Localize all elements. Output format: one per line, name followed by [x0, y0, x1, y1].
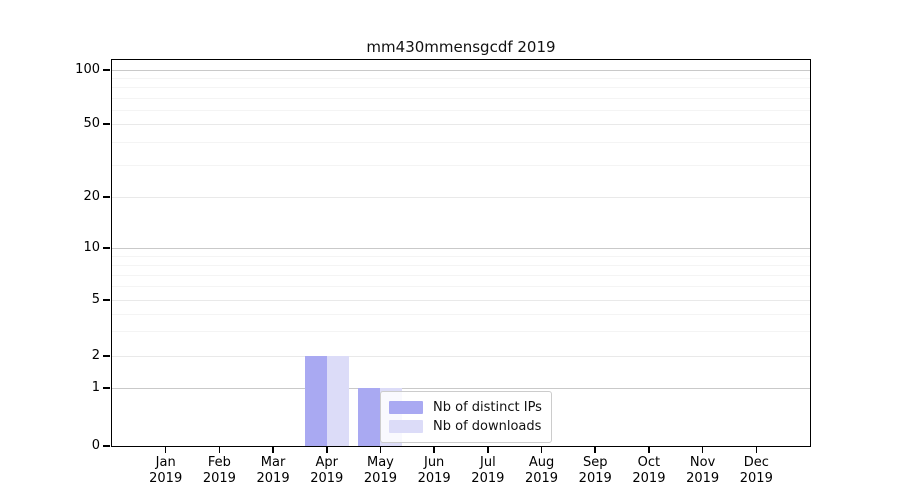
x-tick-label: Jun 2019 [406, 455, 462, 487]
y-tick-label: 1 [91, 380, 100, 396]
y-tick-label: 0 [91, 438, 100, 453]
gridline-minor [112, 164, 810, 166]
y-tick-label: 100 [75, 62, 100, 78]
gridline-major [112, 300, 810, 302]
bar-downloads [326, 356, 349, 446]
plot-area: Nb of distinct IPs Nb of downloads 0 1 2 5 10… [75, 59, 811, 486]
y-tick-mark [103, 196, 110, 198]
x-tick-label: Nov 2019 [675, 455, 731, 487]
gridline-minor [112, 255, 810, 257]
x-tick-mark [755, 447, 758, 453]
x-tick-month: Jan [155, 455, 176, 470]
gridline-minor [112, 274, 810, 276]
y-tick-label: 50 [83, 116, 100, 132]
legend-label: Nb of downloads [433, 419, 542, 434]
x-tick-month: Nov [689, 455, 716, 470]
x-tick-label: Apr 2019 [299, 455, 355, 487]
x-tick-year: 2019 [149, 471, 183, 486]
x-tick-mark [487, 447, 489, 453]
x-tick-mark [594, 447, 597, 453]
x-tick-mark [272, 447, 274, 453]
y-tick-mark [103, 247, 110, 249]
y-tick-mark [103, 123, 110, 125]
x-tick-mark [325, 447, 328, 453]
x-tick-label: Feb 2019 [191, 455, 247, 487]
legend: Nb of distinct IPs Nb of downloads [380, 391, 552, 443]
bar-distinct-ips [304, 356, 327, 446]
gridline-major [112, 388, 810, 390]
x-tick-year: 2019 [310, 471, 344, 486]
gridline-major [112, 124, 810, 126]
gridline-major [112, 356, 810, 358]
gridline-minor [112, 78, 810, 80]
x-tick-label: Sep 2019 [567, 455, 623, 487]
gridline-minor [112, 286, 810, 288]
x-tick-label: May 2019 [352, 455, 408, 487]
y-tick-mark [103, 69, 110, 71]
gridline-minor [112, 109, 810, 111]
x-tick-label: Jul 2019 [460, 455, 516, 487]
x-tick-month: Apr [315, 455, 339, 470]
y-tick-label: 5 [91, 292, 100, 308]
gridline-minor [112, 87, 810, 89]
chart-title: mm430mmensgcdf 2019 [366, 38, 556, 56]
legend-label: Nb of distinct IPs [433, 400, 542, 415]
legend-row: Nb of downloads [389, 417, 542, 436]
x-tick-mark [218, 447, 221, 453]
y-tick-label: 10 [83, 239, 100, 255]
x-tick-month: Jun [423, 455, 445, 470]
x-tick-month: May [367, 455, 394, 470]
x-tick-mark [433, 447, 435, 453]
x-tick-year: 2019 [471, 471, 505, 486]
x-tick-month: Dec [743, 455, 769, 470]
x-tick-month: Jul [480, 455, 496, 470]
x-tick-mark [701, 447, 704, 453]
x-tick-year: 2019 [256, 471, 290, 486]
gridline-major [112, 70, 810, 72]
x-tick-label: Jan 2019 [138, 455, 194, 487]
x-tick-label: Oct 2019 [621, 455, 677, 487]
x-tick-mark [379, 447, 382, 453]
x-tick-month: Aug [528, 455, 555, 470]
legend-swatch [389, 420, 423, 433]
x-tick-label: Dec 2019 [728, 455, 784, 487]
gridline-minor [112, 331, 810, 333]
y-tick-mark [103, 299, 110, 301]
x-tick-label: Aug 2019 [514, 455, 570, 487]
y-tick-label: 20 [83, 189, 100, 205]
gridline-major [112, 247, 810, 249]
y-tick-label: 2 [91, 348, 100, 364]
y-tick-mark [103, 445, 110, 447]
x-tick-mark [540, 447, 543, 453]
x-tick-year: 2019 [686, 471, 720, 486]
x-tick-year: 2019 [202, 471, 236, 486]
x-tick-label: Mar 2019 [245, 455, 301, 487]
x-tick-month: Mar [260, 455, 286, 470]
x-tick-year: 2019 [363, 471, 397, 486]
y-tick-mark [103, 387, 110, 389]
x-tick-year: 2019 [578, 471, 612, 486]
x-tick-year: 2019 [524, 471, 559, 486]
x-tick-year: 2019 [739, 471, 773, 486]
y-tick-mark [103, 355, 110, 357]
gridline-minor [112, 141, 810, 143]
x-tick-month: Oct [637, 455, 661, 470]
gridline-minor [112, 97, 810, 99]
legend-row: Nb of distinct IPs [389, 398, 542, 417]
x-tick-month: Feb [207, 455, 231, 470]
x-tick-year: 2019 [632, 471, 666, 486]
x-tick-mark [164, 447, 167, 453]
x-tick-month: Sep [582, 455, 608, 470]
x-tick-year: 2019 [417, 471, 451, 486]
gridline-minor [112, 313, 810, 315]
x-tick-mark [648, 447, 650, 453]
gridline-minor [112, 264, 810, 266]
bar-distinct-ips [358, 388, 381, 446]
gridline-major [112, 197, 810, 199]
legend-swatch [389, 401, 423, 414]
